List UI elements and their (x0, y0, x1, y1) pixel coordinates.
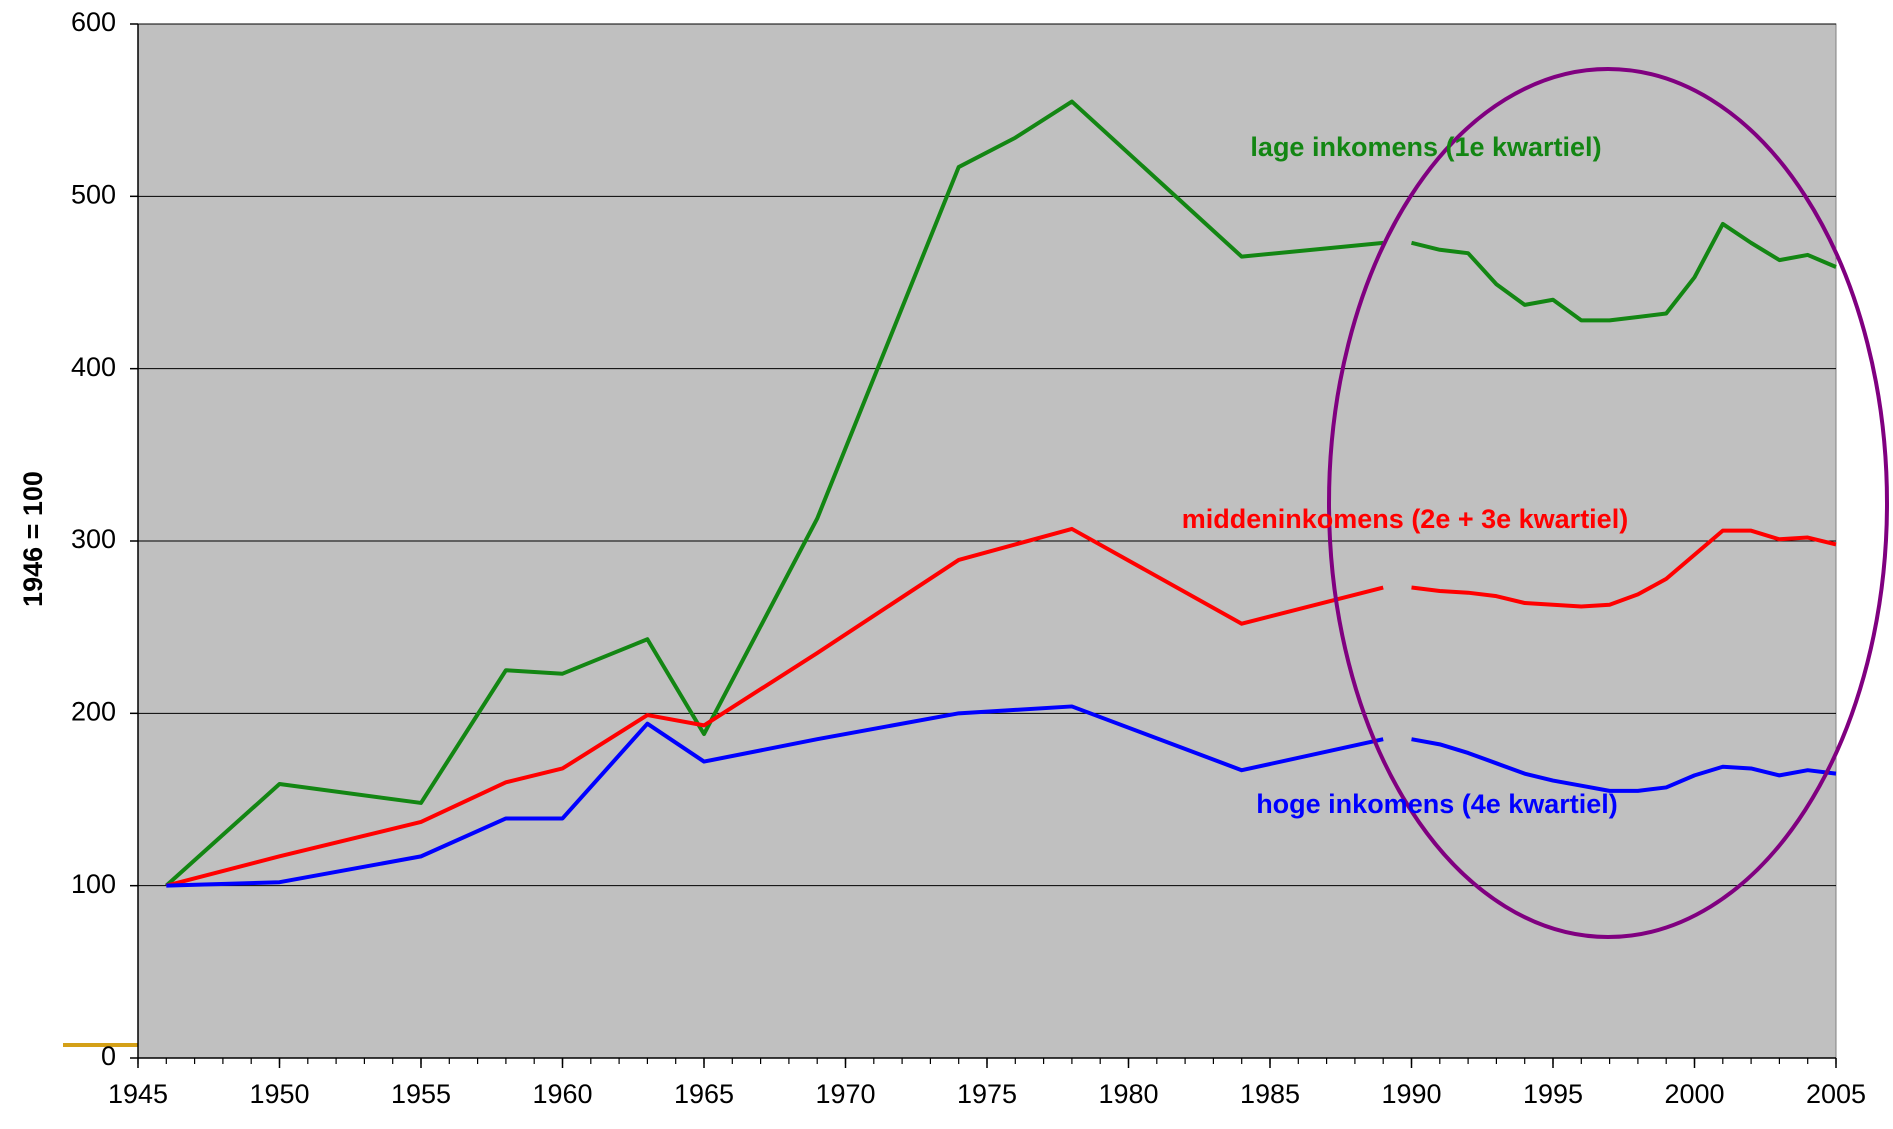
x-tick-label: 1990 (1381, 1079, 1441, 1109)
x-tick-label: 1975 (957, 1079, 1017, 1109)
x-tick-label: 1965 (674, 1079, 734, 1109)
series-line (164, 99, 1837, 888)
y-tick-label: 0 (101, 1041, 116, 1071)
x-tick-label: 1945 (108, 1079, 168, 1109)
highlight-ellipse (1327, 67, 1889, 939)
y-tick-label: 100 (71, 869, 116, 899)
y-tick-label: 200 (71, 696, 116, 726)
y-tick-label: 400 (71, 352, 116, 382)
x-tick-label: 2000 (1664, 1079, 1724, 1109)
x-tick-label: 1970 (815, 1079, 875, 1109)
x-tick-label: 2005 (1806, 1079, 1866, 1109)
y-tick-label: 300 (71, 524, 116, 554)
x-tick-label: 1985 (1240, 1079, 1300, 1109)
series-line (166, 704, 1837, 888)
axes: 0 100 200 300 400 500 600 1945 1950 1955 1960 1965 1… (71, 7, 1866, 1109)
y-axis-label: 1946 = 100 (18, 471, 48, 607)
x-tick-label: 1955 (391, 1079, 451, 1109)
x-tick-label: 1980 (1098, 1079, 1158, 1109)
series-label: hoge inkomens (4e kwartiel) (1256, 789, 1618, 819)
x-tick-label: 1995 (1523, 1079, 1583, 1109)
lines (164, 99, 1837, 888)
series-label: lage inkomens (1e kwartiel) (1250, 132, 1601, 162)
y-tick-label: 600 (71, 7, 116, 37)
x-tick-label: 1960 (532, 1079, 592, 1109)
x-tick-label: 1950 (249, 1079, 309, 1109)
y-tick-label: 500 (71, 179, 116, 209)
series-label: middeninkomens (2e + 3e kwartiel) (1182, 504, 1628, 534)
series-line (165, 526, 1837, 888)
